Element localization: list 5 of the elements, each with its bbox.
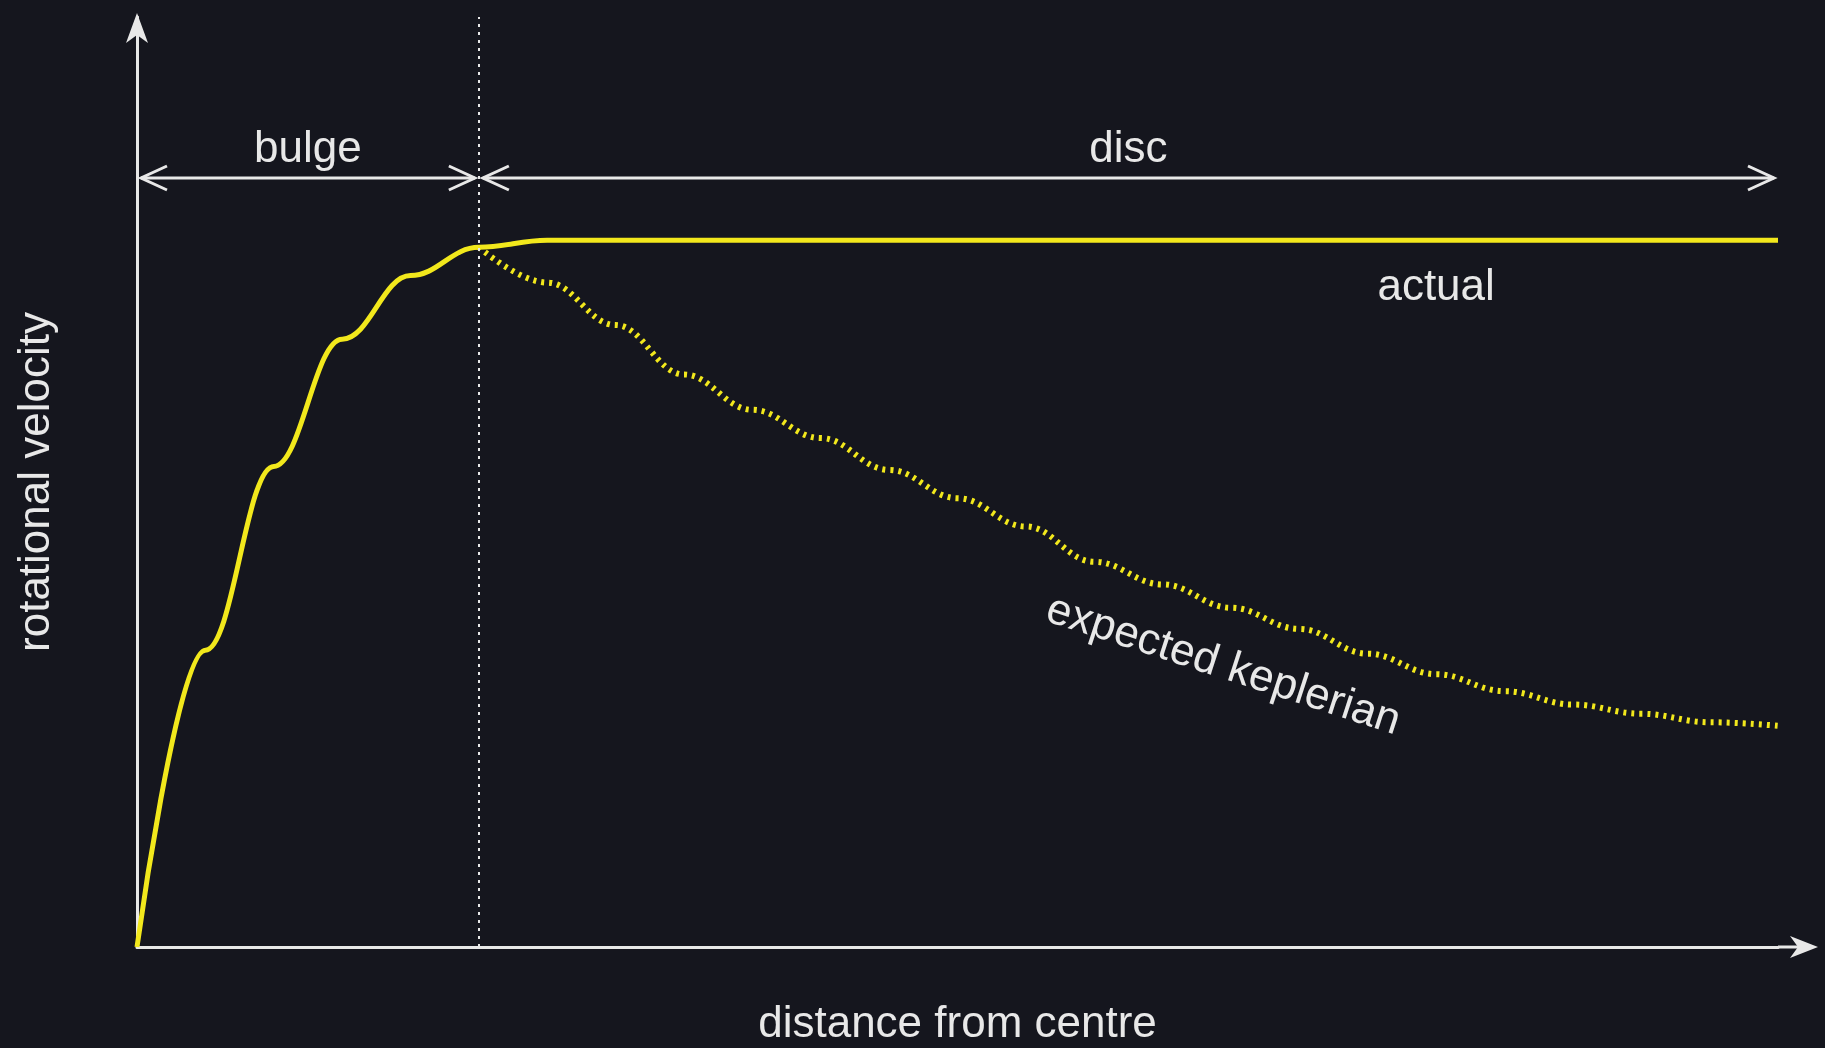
text: bulge [254,122,362,171]
x-axis-title: distance from centre [758,996,1157,1046]
series-label: actual [1377,259,1495,309]
y-axis-title: rotational velocity [8,312,58,652]
text: disc [1089,122,1168,171]
